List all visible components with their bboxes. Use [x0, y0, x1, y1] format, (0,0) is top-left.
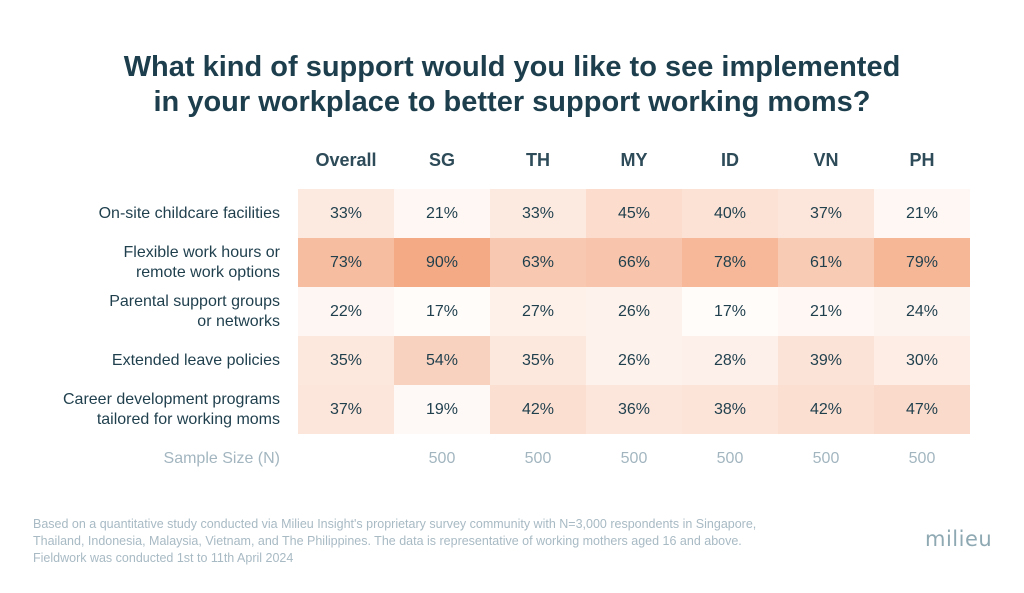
heatmap-cell: 37%	[778, 189, 874, 238]
heatmap-cell: 42%	[490, 385, 586, 434]
heatmap-cell: 78%	[682, 238, 778, 287]
sample-size-value: 500	[524, 450, 552, 467]
heatmap-cell: 36%	[586, 385, 682, 434]
heatmap-cell: 66%	[586, 238, 682, 287]
milieu-logo: milieu	[925, 527, 993, 551]
row-label-line: tailored for working moms	[96, 410, 280, 428]
row-label: Flexible work hours or remote work option…	[20, 238, 281, 287]
heatmap-cell: 19%	[394, 385, 490, 434]
row-label: Career development programs tailored for …	[20, 385, 280, 434]
heatmap-cell: 27%	[490, 287, 586, 336]
row-label-line: Extended leave policies	[111, 351, 280, 369]
column-header-my: MY	[620, 150, 648, 170]
chart-title: What kind of support would you like to s…	[0, 50, 1024, 120]
heatmap-cell: 40%	[682, 189, 778, 238]
heatmap-cell: 17%	[394, 287, 490, 336]
row-label: On-site childcare facilities	[20, 189, 280, 238]
footnote-line-2: Thailand, Indonesia, Malaysia, Vietnam, …	[33, 534, 742, 548]
heatmap-cell: 42%	[778, 385, 874, 434]
heatmap-cell: 26%	[586, 287, 682, 336]
heatmap-cell: 63%	[490, 238, 586, 287]
heatmap-cell: 24%	[874, 287, 970, 336]
row-label-line: Parental support groups	[109, 292, 280, 310]
heatmap-cell: 33%	[298, 189, 394, 238]
column-header-overall: Overall	[315, 150, 377, 170]
chart-title-line-1: What kind of support would you like to s…	[123, 51, 901, 83]
heatmap-cell: 61%	[778, 238, 874, 287]
heatmap-cell: 30%	[874, 336, 970, 385]
row-label-line: or networks	[197, 312, 280, 330]
heatmap-cell: 38%	[682, 385, 778, 434]
footnote: Based on a quantitative study conducted …	[33, 516, 873, 567]
heatmap-cell: 21%	[778, 287, 874, 336]
heatmap-cell: 26%	[586, 336, 682, 385]
footnote-line-1: Based on a quantitative study conducted …	[33, 517, 757, 531]
heatmap-cell: 33%	[490, 189, 586, 238]
sample-size-value: 500	[620, 450, 648, 467]
row-label-line: remote work options	[135, 263, 280, 281]
row-label: Parental support groups or networks	[20, 287, 280, 336]
heatmap-cell: 45%	[586, 189, 682, 238]
heatmap-cell: 47%	[874, 385, 970, 434]
heatmap-cell: 39%	[778, 336, 874, 385]
chart-title-line-2: in your workplace to better support work…	[153, 86, 871, 118]
column-header-ph: PH	[909, 150, 935, 170]
heatmap-cell: 54%	[394, 336, 490, 385]
column-header-sg: SG	[428, 150, 455, 170]
sample-size-value: 500	[908, 450, 936, 467]
sample-size-value: 500	[716, 450, 744, 467]
sample-size-value: 500	[812, 450, 840, 467]
column-header-id: ID	[721, 150, 739, 170]
heatmap-cell: 17%	[682, 287, 778, 336]
heatmap-cell: 21%	[874, 189, 970, 238]
heatmap-cell: 21%	[394, 189, 490, 238]
row-label-line: On-site childcare facilities	[98, 204, 280, 222]
heatmap-cell: 35%	[490, 336, 586, 385]
sample-size-label: Sample Size (N)	[163, 450, 280, 467]
heatmap-cell: 37%	[298, 385, 394, 434]
column-header-vn: VN	[813, 150, 839, 170]
column-header-th: TH	[526, 150, 550, 170]
footnote-line-3: Fieldwork was conducted 1st to 11th Apri…	[33, 551, 294, 565]
heatmap-cell: 35%	[298, 336, 394, 385]
sample-size-value: 500	[428, 450, 456, 467]
heatmap-cell: 79%	[874, 238, 970, 287]
heatmap-cell: 22%	[298, 287, 394, 336]
heatmap-cell: 90%	[394, 238, 490, 287]
row-label: Extended leave policies	[20, 336, 280, 385]
heatmap-cell: 28%	[682, 336, 778, 385]
heatmap-cell: 73%	[298, 238, 394, 287]
row-label-line: Flexible work hours or	[123, 243, 281, 261]
row-label-line: Career development programs	[63, 390, 280, 408]
